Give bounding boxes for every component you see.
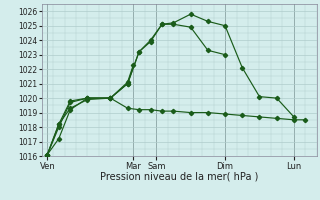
- X-axis label: Pression niveau de la mer( hPa ): Pression niveau de la mer( hPa ): [100, 172, 258, 182]
